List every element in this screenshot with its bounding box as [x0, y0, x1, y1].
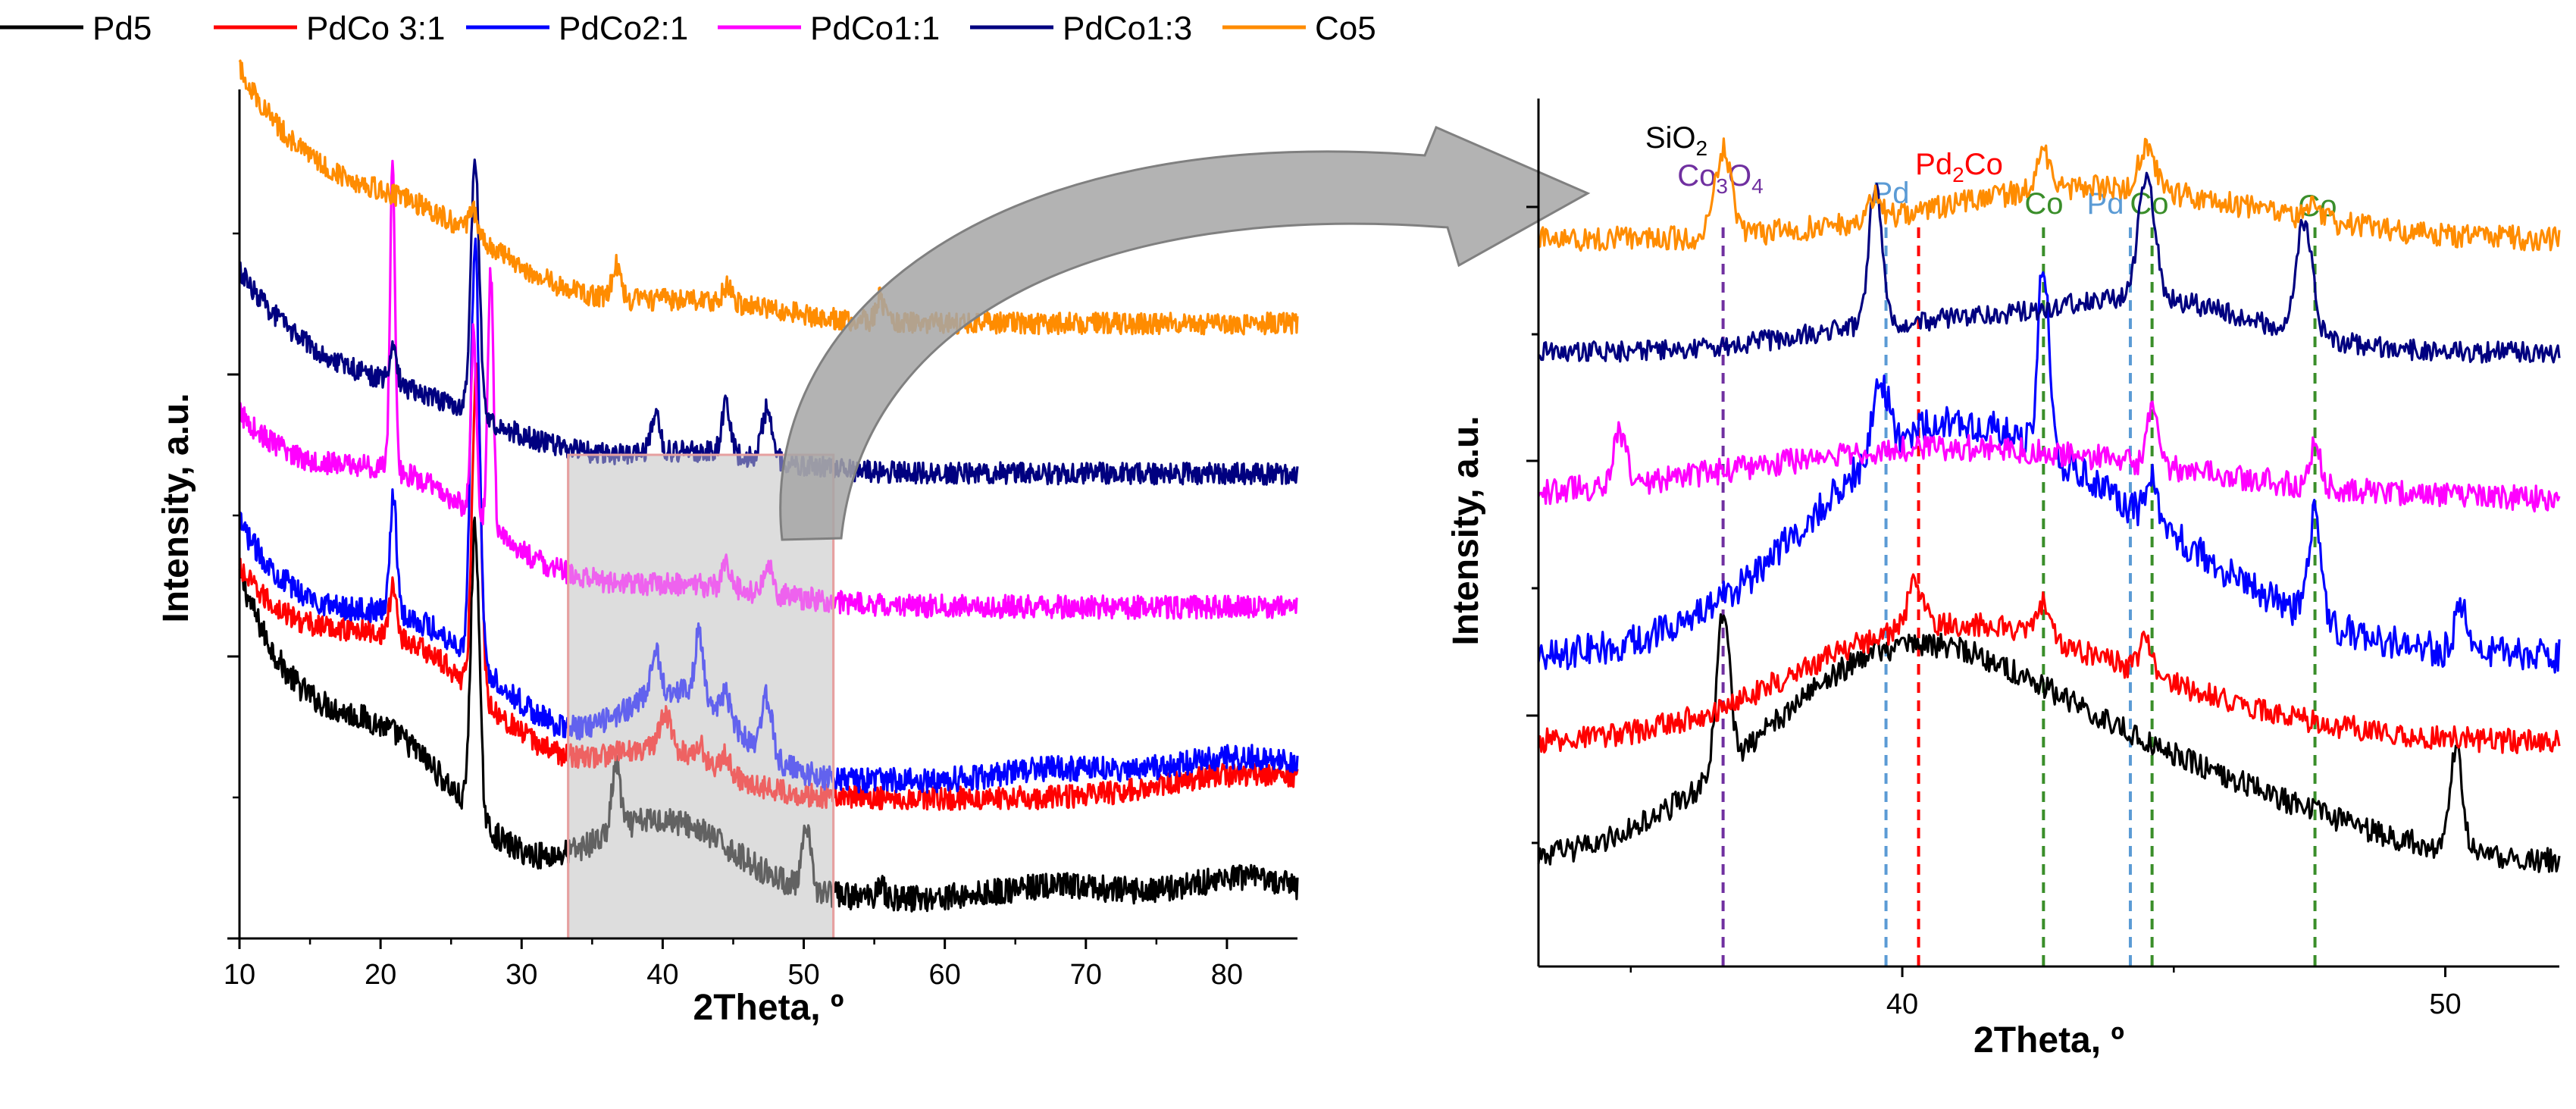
left-series-co5 [238, 59, 1299, 336]
annotation-label-6: Co [2130, 187, 2168, 221]
annotation-label-4: Co [2024, 187, 2063, 221]
right-x-tick-label-1: 50 [2429, 988, 2461, 1020]
legend-label-4: PdCo1:3 [1063, 10, 1192, 47]
annotation-label-0: SiO2 [1645, 121, 1707, 160]
annotation-label-7: Co [2298, 190, 2337, 223]
right-series-pdco-3-1 [1537, 573, 2561, 754]
left-x-axis-title: 2Theta, º [693, 988, 844, 1028]
left-series-pdco1-1 [238, 159, 1298, 620]
right-y-axis-title: Intensity, a.u. [1446, 415, 1486, 645]
legend-label-3: PdCo1:1 [810, 10, 940, 47]
legend: Pd5 PdCo 3:1 PdCo2:1 PdCo1:1 PdCo1:3 Co5 [0, 10, 1376, 47]
left-series-pd5 [238, 516, 1299, 913]
left-axes: 10 20 30 40 50 60 70 80 [224, 89, 1297, 991]
legend-label-2: PdCo2:1 [559, 10, 688, 47]
right-series-co5 [1537, 137, 2561, 252]
right-series-group [1537, 137, 2561, 873]
legend-label-5: Co5 [1315, 10, 1376, 47]
left-x-tick-label-7: 80 [1211, 959, 1243, 991]
right-series-pdco1-1 [1537, 400, 2561, 513]
right-axes: 40 50 [1526, 99, 2559, 1020]
annotation-label-3: Pd2Co [1915, 148, 2003, 186]
left-series-pdco-3-1 [238, 362, 1299, 811]
curved-arrow-icon [779, 126, 1591, 541]
left-x-tick-label-5: 60 [929, 959, 961, 991]
legend-label-1: PdCo 3:1 [306, 10, 445, 47]
zoom-arrow [779, 126, 1591, 541]
left-x-tick-label-0: 10 [224, 959, 255, 991]
right-x-tick-label-0: 40 [1886, 988, 1918, 1020]
left-x-tick-label-3: 40 [646, 959, 678, 991]
right-x-axis-title: 2Theta, º [1973, 1020, 2124, 1060]
right-series-pdco1-3 [1538, 171, 2561, 364]
right-series-pd5 [1537, 613, 2561, 873]
left-x-tick-label-6: 70 [1070, 959, 1102, 991]
left-y-axis-title: Intensity, a.u. [156, 393, 196, 622]
left-x-tick-label-1: 20 [365, 959, 396, 991]
left-x-tick-label-2: 30 [505, 959, 537, 991]
right-series-pdco2-1 [1537, 271, 2561, 674]
left-x-tick-label-4: 50 [787, 959, 819, 991]
left-series-group [238, 59, 1299, 913]
full-range-panel: 10 20 30 40 50 60 70 80 2Theta, º Intensity, a.… [156, 59, 1299, 1028]
legend-label-0: Pd5 [92, 10, 152, 47]
left-series-pdco2-1 [238, 237, 1299, 794]
left-series-pdco1-3 [238, 158, 1299, 486]
